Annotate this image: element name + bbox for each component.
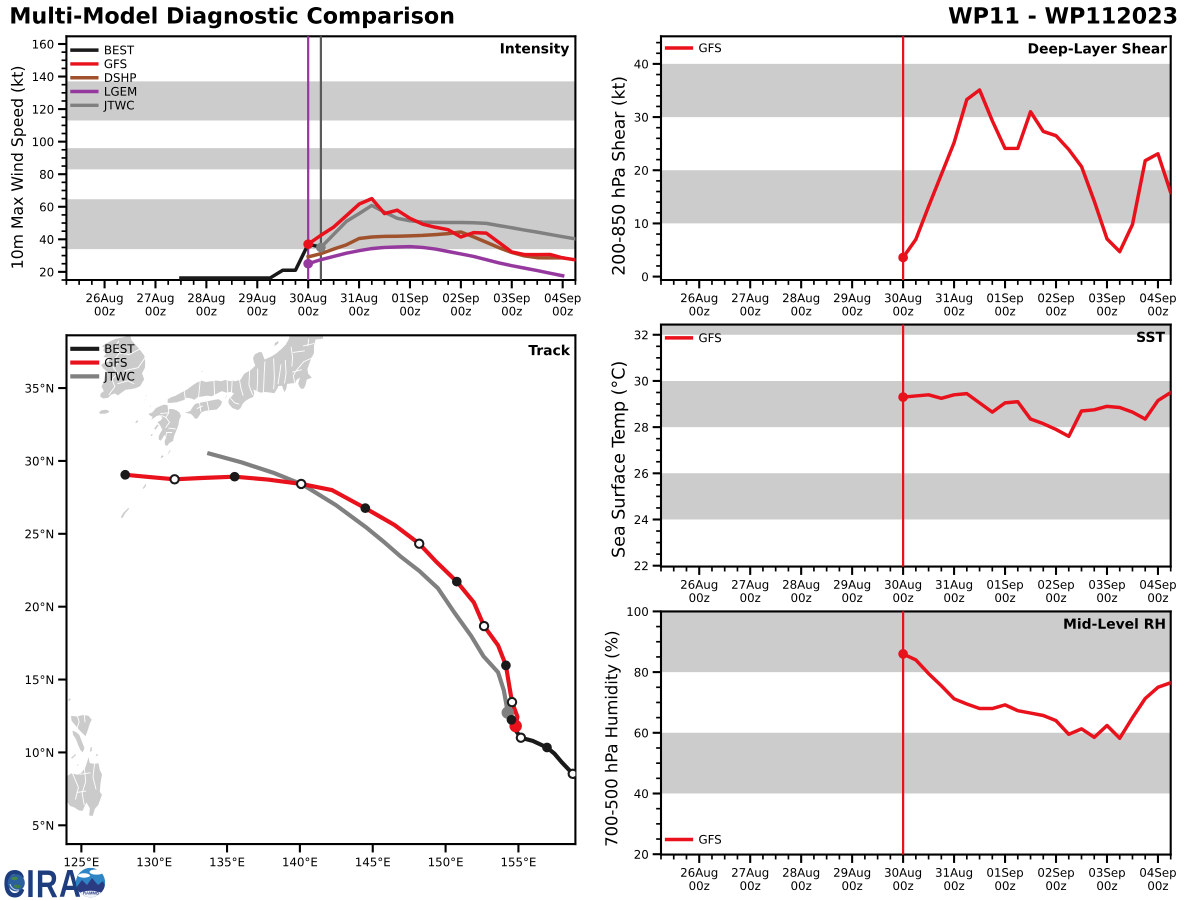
svg-text:RAMMB: RAMMB	[83, 891, 99, 896]
